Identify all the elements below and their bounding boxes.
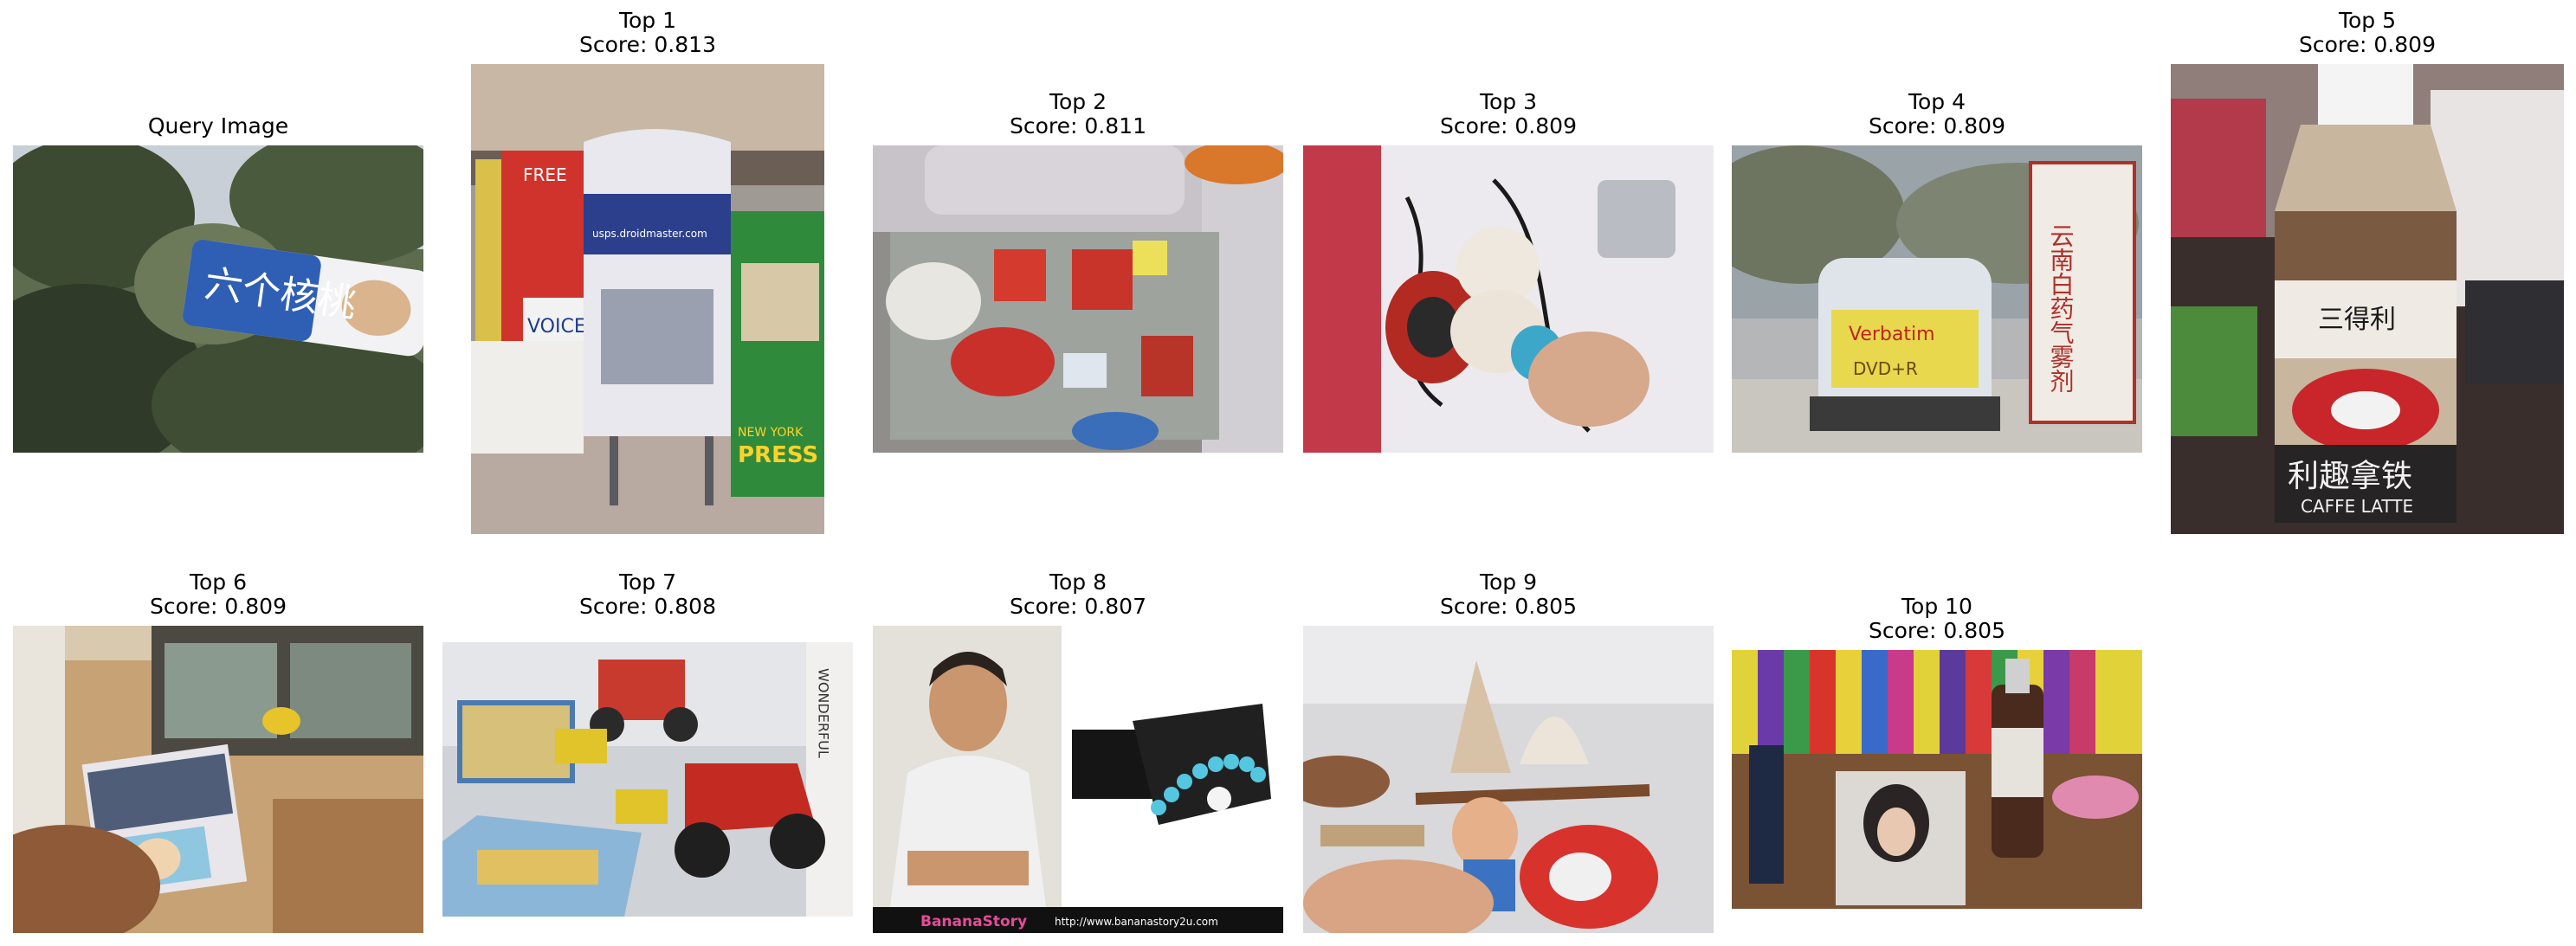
result-title-8: Top 8 Score: 0.807 <box>873 570 1283 619</box>
result-panel-6: Top 6 Score: 0.809 <box>13 480 423 939</box>
result-image-4: Verbatim DVD+R 云南白药气雾剂 <box>1732 145 2142 453</box>
result-score-6: Score: 0.809 <box>150 594 287 619</box>
result-panel-5: Top 5 Score: 0.809 三得利 利趣拿铁 CAFFE LATTE <box>2171 0 2564 537</box>
top1-voice-label: VOICE <box>527 316 586 338</box>
result-title-4: Top 4 Score: 0.809 <box>1732 90 2142 138</box>
result-rank-7: Top 7 <box>618 570 677 595</box>
result-image-1: FREE VOICE usps.droidmaster.com NEW YORK… <box>471 64 824 534</box>
result-image-10 <box>1732 650 2142 909</box>
result-rank-9: Top 9 <box>1479 570 1538 595</box>
result-title-10: Top 10 Score: 0.805 <box>1732 595 2142 643</box>
result-panel-4: Top 4 Score: 0.809 Verbatim DVD+R 云南白药气雾… <box>1732 0 2142 459</box>
result-title-5: Top 5 Score: 0.809 <box>2171 9 2564 57</box>
result-score-3: Score: 0.809 <box>1440 113 1577 138</box>
result-rank-6: Top 6 <box>189 570 248 595</box>
result-image-2 <box>873 145 1283 453</box>
top8-url-label: http://www.bananastory2u.com <box>1055 916 1218 928</box>
result-title-7: Top 7 Score: 0.808 <box>442 570 853 619</box>
result-score-5: Score: 0.809 <box>2299 32 2436 57</box>
result-title-6: Top 6 Score: 0.809 <box>13 570 423 619</box>
top1-press-label: PRESS <box>738 442 818 468</box>
top7-book-label: WONDERFUL <box>816 668 832 758</box>
result-panel-7: Top 7 Score: 0.808 WONDERFUL <box>442 480 853 939</box>
top1-site-label: usps.droidmaster.com <box>592 228 707 240</box>
result-score-8: Score: 0.807 <box>1010 594 1146 619</box>
top1-free-label: FREE <box>523 164 567 185</box>
result-panel-3: Top 3 Score: 0.809 <box>1303 0 1714 459</box>
result-title-2: Top 2 Score: 0.811 <box>873 90 1283 138</box>
result-title-9: Top 9 Score: 0.805 <box>1303 570 1714 619</box>
result-panel-2: Top 2 Score: 0.811 <box>873 0 1283 459</box>
result-title-3: Top 3 Score: 0.809 <box>1303 90 1714 138</box>
result-score-9: Score: 0.805 <box>1440 594 1577 619</box>
top4-brand-label: Verbatim <box>1849 324 1935 345</box>
result-image-3 <box>1303 145 1714 453</box>
result-score-7: Score: 0.808 <box>579 594 716 619</box>
result-panel-10: Top 10 Score: 0.805 <box>1732 480 2142 939</box>
top5-sub-label: CAFFE LATTE <box>2301 496 2413 517</box>
result-image-6 <box>13 626 423 933</box>
top5-product-label: 利趣拿铁 <box>2288 459 2412 494</box>
top4-disc-label: DVD+R <box>1853 358 1918 379</box>
result-panel-1: Top 1 Score: 0.813 FREE VOICE usps.droid… <box>471 0 824 537</box>
top5-brand-label: 三得利 <box>2318 305 2396 335</box>
result-title-1: Top 1 Score: 0.813 <box>471 9 824 57</box>
result-image-7: WONDERFUL <box>442 642 853 917</box>
result-score-1: Score: 0.813 <box>579 32 716 57</box>
query-image: 六个核桃 <box>13 145 423 453</box>
top4-box-label: 云南白药气雾剂 <box>2047 223 2076 393</box>
query-panel: Query Image 六个核桃 <box>13 0 423 459</box>
result-rank-5: Top 5 <box>2338 8 2397 33</box>
result-score-10: Score: 0.805 <box>1869 618 2005 643</box>
query-title: Query Image <box>13 114 423 138</box>
result-image-8: BananaStory http://www.bananastory2u.com <box>873 626 1283 933</box>
top8-brand-label: BananaStory <box>920 913 1027 930</box>
result-image-5: 三得利 利趣拿铁 CAFFE LATTE <box>2171 64 2564 534</box>
result-panel-8: Top 8 Score: 0.807 BananaStory http://ww… <box>873 480 1283 939</box>
result-rank-10: Top 10 <box>1901 594 1972 619</box>
result-image-9 <box>1303 626 1714 933</box>
result-rank-4: Top 4 <box>1908 89 1966 114</box>
result-panel-9: Top 9 Score: 0.805 <box>1303 480 1714 939</box>
result-rank-2: Top 2 <box>1049 89 1107 114</box>
result-rank-1: Top 1 <box>618 8 677 33</box>
result-score-4: Score: 0.809 <box>1869 113 2005 138</box>
result-rank-8: Top 8 <box>1049 570 1107 595</box>
result-score-2: Score: 0.811 <box>1010 113 1146 138</box>
top1-newyork-label: NEW YORK <box>738 426 804 440</box>
query-title-label: Query Image <box>147 113 289 138</box>
result-rank-3: Top 3 <box>1479 89 1538 114</box>
